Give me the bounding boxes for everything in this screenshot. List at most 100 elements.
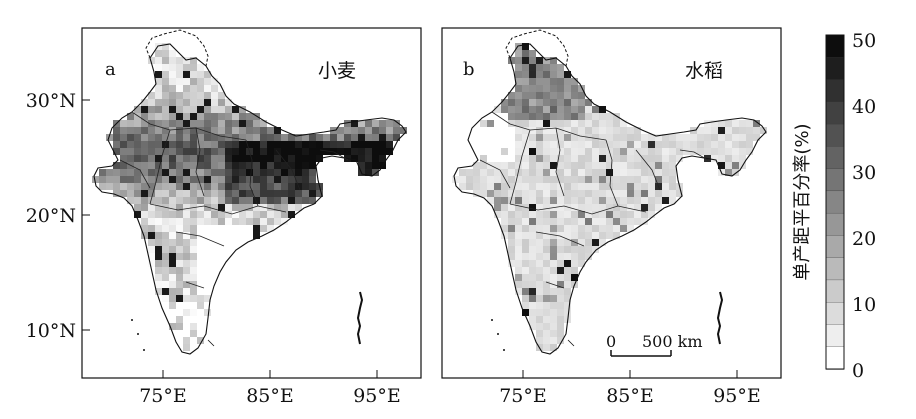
map-grid-cell xyxy=(232,211,239,218)
map-grid-cell xyxy=(197,211,204,218)
map-grid-cell xyxy=(515,267,522,274)
map-grid-cell xyxy=(732,148,739,155)
map-grid-cell xyxy=(564,92,571,99)
map-grid-cell xyxy=(620,141,627,148)
map-grid-cell xyxy=(190,246,197,253)
map-grid-cell xyxy=(585,141,592,148)
map-grid-cell xyxy=(169,71,176,78)
map-grid-cell xyxy=(162,169,169,176)
map-grid-cell xyxy=(120,127,127,134)
map-grid-cell xyxy=(550,295,557,302)
map-grid-cell xyxy=(543,337,550,344)
scale-bar-end: 500 km xyxy=(642,332,703,351)
map-grid-cell xyxy=(578,246,585,253)
map-grid-cell xyxy=(183,225,190,232)
map-grid-cell xyxy=(543,99,550,106)
map-grid-cell xyxy=(176,134,183,141)
map-grid-cell xyxy=(120,169,127,176)
map-grid-cell xyxy=(176,92,183,99)
map-grid-cell xyxy=(288,211,295,218)
map-grid-cell xyxy=(599,176,606,183)
map-grid-cell xyxy=(309,141,316,148)
lakshadweep-island xyxy=(137,333,139,335)
map-grid-cell xyxy=(571,183,578,190)
map-grid-cell xyxy=(515,127,522,134)
map-grid-cell xyxy=(239,127,246,134)
map-grid-cell xyxy=(550,211,557,218)
y-axis: 30°N 20°N 10°N xyxy=(26,90,90,342)
map-grid-cell xyxy=(508,197,515,204)
map-grid-cell xyxy=(155,232,162,239)
map-grid-cell xyxy=(183,92,190,99)
map-grid-cell xyxy=(564,120,571,127)
map-grid-cell xyxy=(239,148,246,155)
map-grid-cell xyxy=(372,120,379,127)
map-grid-cell xyxy=(480,183,487,190)
map-grid-cell xyxy=(536,64,543,71)
map-grid-cell xyxy=(190,288,197,295)
map-grid-cell xyxy=(578,260,585,267)
map-grid-cell xyxy=(372,155,379,162)
map-grid-cell xyxy=(99,169,106,176)
map-grid-cell xyxy=(550,85,557,92)
map-grid-cell xyxy=(557,169,564,176)
map-grid-cell xyxy=(169,295,176,302)
map-grid-cell xyxy=(718,134,725,141)
map-grid-cell xyxy=(127,141,134,148)
map-grid-cell xyxy=(564,183,571,190)
map-grid-cell xyxy=(536,309,543,316)
map-grid-cell xyxy=(634,134,641,141)
map-grid-cell xyxy=(155,190,162,197)
map-grid-cell xyxy=(669,141,676,148)
map-grid-cell xyxy=(585,218,592,225)
map-grid-cell xyxy=(746,134,753,141)
map-grid-cell xyxy=(522,176,529,183)
map-grid-cell xyxy=(253,197,260,204)
map-grid-cell xyxy=(515,239,522,246)
colorbar-step xyxy=(825,34,845,58)
map-grid-cell xyxy=(162,155,169,162)
map-grid-cell xyxy=(106,169,113,176)
map-grid-cell xyxy=(557,71,564,78)
map-grid-cell xyxy=(613,162,620,169)
map-grid-cell xyxy=(155,281,162,288)
map-grid-cell xyxy=(358,127,365,134)
map-grid-cell xyxy=(148,190,155,197)
map-grid-cell xyxy=(379,148,386,155)
map-grid-cell xyxy=(190,218,197,225)
map-grid-cell xyxy=(211,99,218,106)
map-grid-cell xyxy=(169,260,176,267)
map-grid-cell xyxy=(606,183,613,190)
map-grid-cell xyxy=(120,190,127,197)
map-grid-cell xyxy=(295,134,302,141)
map-grid-cell xyxy=(204,218,211,225)
map-grid-cell xyxy=(606,113,613,120)
map-grid-cell xyxy=(155,204,162,211)
map-grid-cell xyxy=(197,155,204,162)
map-grid-cell xyxy=(218,204,225,211)
map-grid-cell xyxy=(571,106,578,113)
map-grid-cell xyxy=(288,176,295,183)
map-grid-cell xyxy=(120,120,127,127)
map-grid-cell xyxy=(365,155,372,162)
map-grid-cell xyxy=(302,176,309,183)
map-grid-cell xyxy=(543,281,550,288)
map-grid-cell xyxy=(169,120,176,127)
map-grid-cell xyxy=(529,64,536,71)
map-grid-cell xyxy=(239,134,246,141)
map-grid-cell xyxy=(232,183,239,190)
map-grid-cell xyxy=(543,57,550,64)
map-grid-cell xyxy=(599,113,606,120)
map-grid-cell xyxy=(197,120,204,127)
map-grid-cell xyxy=(536,316,543,323)
map-grid-cell xyxy=(732,120,739,127)
map-grid-cell xyxy=(155,288,162,295)
map-grid-cell xyxy=(169,288,176,295)
map-grid-cell xyxy=(529,316,536,323)
map-grid-cell xyxy=(501,225,508,232)
map-grid-cell xyxy=(480,162,487,169)
map-grid-cell xyxy=(358,148,365,155)
map-grid-cell xyxy=(557,260,564,267)
map-grid-cell xyxy=(197,148,204,155)
map-grid-cell xyxy=(543,253,550,260)
